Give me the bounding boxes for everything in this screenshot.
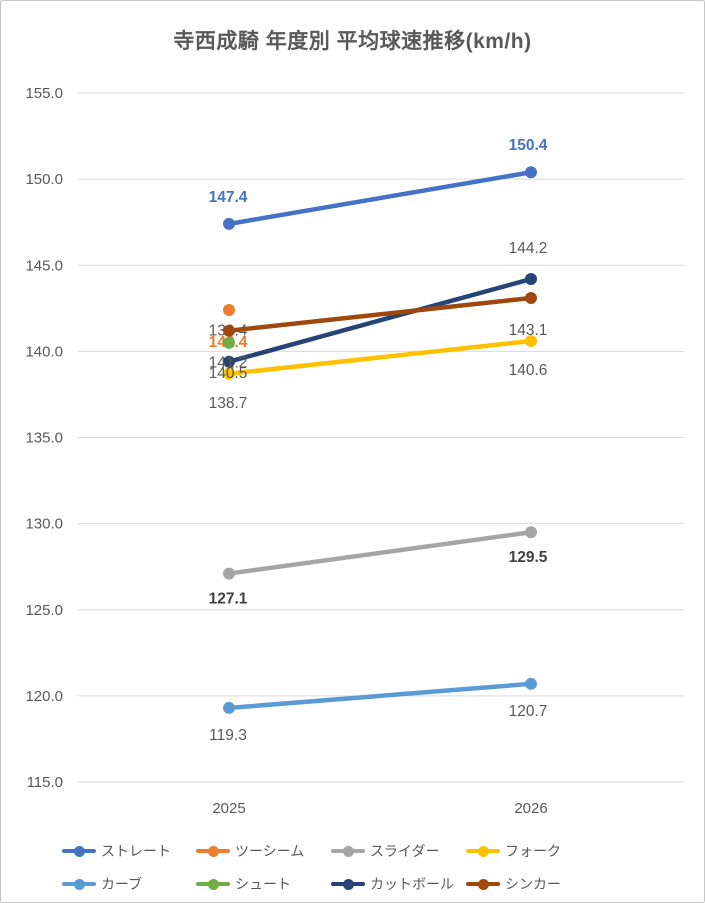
legend-label: シュート xyxy=(235,876,291,892)
y-axis-tick-label: 155.0 xyxy=(25,85,63,102)
legend-label: ツーシーム xyxy=(235,843,305,859)
series-line-straight xyxy=(226,169,534,227)
x-axis-tick-label: 2026 xyxy=(514,800,547,817)
legend-dot-icon xyxy=(208,845,219,857)
legend-item-shoot: シュート xyxy=(196,874,331,894)
legend-item-sinker: シンカー xyxy=(466,874,606,894)
legend-item-two-seam: ツーシーム xyxy=(196,841,331,861)
series-point-sinker xyxy=(525,291,537,304)
y-axis-tick-label: 145.0 xyxy=(25,257,63,274)
legend-item-straight: ストレート xyxy=(62,841,196,861)
legend-label: カーブ xyxy=(101,876,143,892)
data-label-straight: 147.4 xyxy=(209,189,248,206)
chart-title: 寺西成騎 年度別 平均球速推移(km/h) xyxy=(173,30,532,53)
series-point-straight xyxy=(525,166,537,179)
y-axis-tick-label: 140.0 xyxy=(25,343,63,360)
series-line-curve xyxy=(226,681,534,711)
data-label-straight: 150.4 xyxy=(509,137,548,154)
y-axis-tick-label: 115.0 xyxy=(27,774,63,791)
data-label-sinker: 141.2 xyxy=(209,355,248,372)
legend-dot-icon xyxy=(74,845,85,857)
series-point-cutball xyxy=(223,355,235,368)
series-point-sinker xyxy=(223,324,235,337)
plot-area: 155.0 150.0 145.0 140.0 135.0 130.0 125.0 120.0… xyxy=(25,85,684,817)
legend-marker-icon xyxy=(331,878,365,890)
series-point-curve xyxy=(525,677,537,690)
data-label-fork: 140.6 xyxy=(509,362,548,379)
data-label-curve: 120.7 xyxy=(509,703,548,720)
series-point-slider xyxy=(525,526,537,539)
series-line-slider xyxy=(226,529,534,576)
legend-marker-icon xyxy=(466,845,500,857)
series-point-shoot xyxy=(223,336,235,349)
series-point-two-seam xyxy=(223,304,235,317)
legend-marker-icon xyxy=(331,845,365,857)
legend-dot-icon xyxy=(343,878,354,890)
legend-item-curve: カーブ xyxy=(62,874,196,894)
series-point-straight xyxy=(223,217,235,230)
legend-marker-icon xyxy=(62,845,96,857)
series-line-sinker xyxy=(226,295,534,333)
legend-marker-icon xyxy=(62,878,96,890)
data-label-curve: 119.3 xyxy=(209,727,247,744)
series-point-fork xyxy=(525,335,537,348)
legend-marker-icon xyxy=(196,878,230,890)
legend-label: ストレート xyxy=(101,843,171,859)
y-axis-tick-label: 150.0 xyxy=(25,171,63,188)
data-label-sinker: 143.1 xyxy=(509,322,548,339)
legend-marker-icon xyxy=(466,878,500,890)
x-axis-tick-label: 2025 xyxy=(212,800,245,817)
legend-dot-icon xyxy=(478,878,489,890)
legend-item-fork: フォーク xyxy=(466,841,606,861)
y-axis-tick-label: 125.0 xyxy=(25,602,63,619)
legend-dot-icon xyxy=(208,878,219,890)
legend-dot-icon xyxy=(343,845,354,857)
legend-label: シンカー xyxy=(505,876,561,892)
y-axis-tick-label: 120.0 xyxy=(25,688,63,705)
data-label-slider: 127.1 xyxy=(209,591,248,608)
y-axis-tick-label: 135.0 xyxy=(25,430,63,447)
legend-marker-icon xyxy=(196,845,230,857)
data-label-cutball: 144.2 xyxy=(509,240,548,257)
chart-legend: ストレート ツーシーム スライダー フォークカーブ シュート カットボール シンカー xyxy=(62,841,692,894)
series-point-cutball xyxy=(525,273,537,286)
legend-dot-icon xyxy=(478,845,489,857)
y-axis-tick-label: 130.0 xyxy=(25,516,63,533)
legend-dot-icon xyxy=(74,878,85,890)
legend-label: カットボール xyxy=(370,876,454,892)
series-point-slider xyxy=(223,567,235,580)
legend-item-cutball: カットボール xyxy=(331,874,466,894)
legend-item-slider: スライダー xyxy=(331,841,466,861)
series-line-fork xyxy=(226,338,534,377)
data-label-slider: 129.5 xyxy=(509,549,548,566)
series-point-fork xyxy=(223,367,235,380)
data-label-shoot: 140.5 xyxy=(209,365,248,382)
legend-label: スライダー xyxy=(370,843,440,859)
legend-label: フォーク xyxy=(505,843,561,859)
series-line-cutball xyxy=(226,276,534,364)
data-label-fork: 138.7 xyxy=(209,395,248,412)
series-point-curve xyxy=(223,701,235,714)
